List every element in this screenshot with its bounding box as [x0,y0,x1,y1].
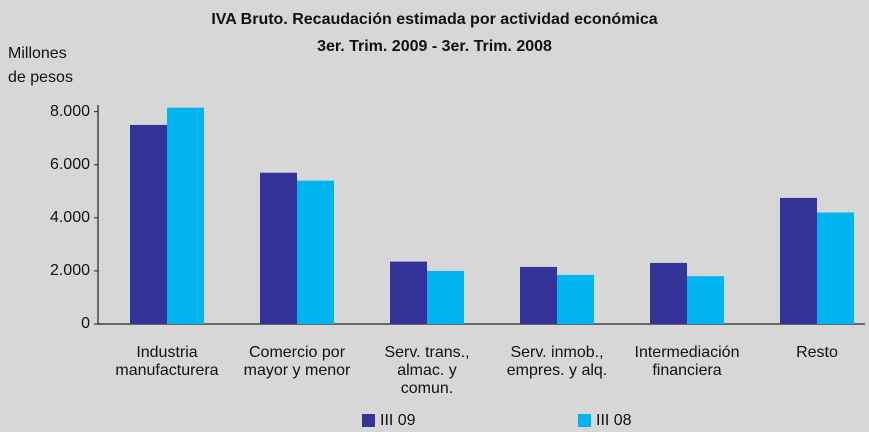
bar [427,270,464,324]
legend-label: III 08 [596,412,632,429]
chart-title: IVA Bruto. Recaudación estimada por acti… [211,11,658,55]
bar [130,124,167,324]
x-tick-label: Serv. inmob., empres. y alq. [506,344,608,379]
x-tick-label: Industria manufacturera [115,344,219,379]
x-tick-label: Comercio por mayor y menor [243,344,351,379]
y-tick-label: 8.000 [50,103,90,120]
bar [297,180,334,324]
legend-swatch [578,414,591,427]
bar [687,276,724,324]
y-tick-label: 6.000 [50,156,90,173]
bar [390,261,427,324]
legend-label: III 09 [380,412,416,429]
y-tick-label: 2.000 [50,262,90,279]
bar [520,266,557,324]
bar [650,262,687,324]
y-axis-label: Millones de pesos [8,45,73,86]
bar [167,107,204,325]
bar [260,172,297,324]
x-tick-label: Resto [796,344,838,361]
x-tick-label: Intermediación financiera [634,344,740,379]
bar [817,212,854,324]
x-tick-label: Serv. trans., almac. y comun. [384,344,470,397]
bar [557,274,594,324]
y-tick-label: 0 [81,315,90,332]
bar [780,197,817,324]
y-tick-label: 4.000 [50,209,90,226]
legend-swatch [362,414,375,427]
